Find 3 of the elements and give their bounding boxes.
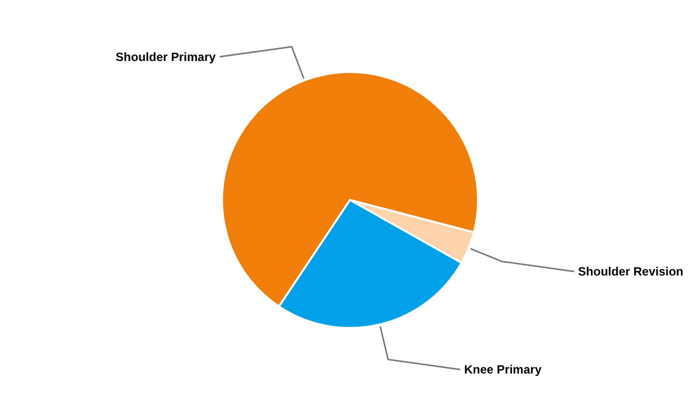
- slice-label: Shoulder Primary: [116, 50, 216, 64]
- slice-label: Shoulder Revision: [578, 264, 684, 279]
- slice-label: Knee Primary: [464, 362, 542, 377]
